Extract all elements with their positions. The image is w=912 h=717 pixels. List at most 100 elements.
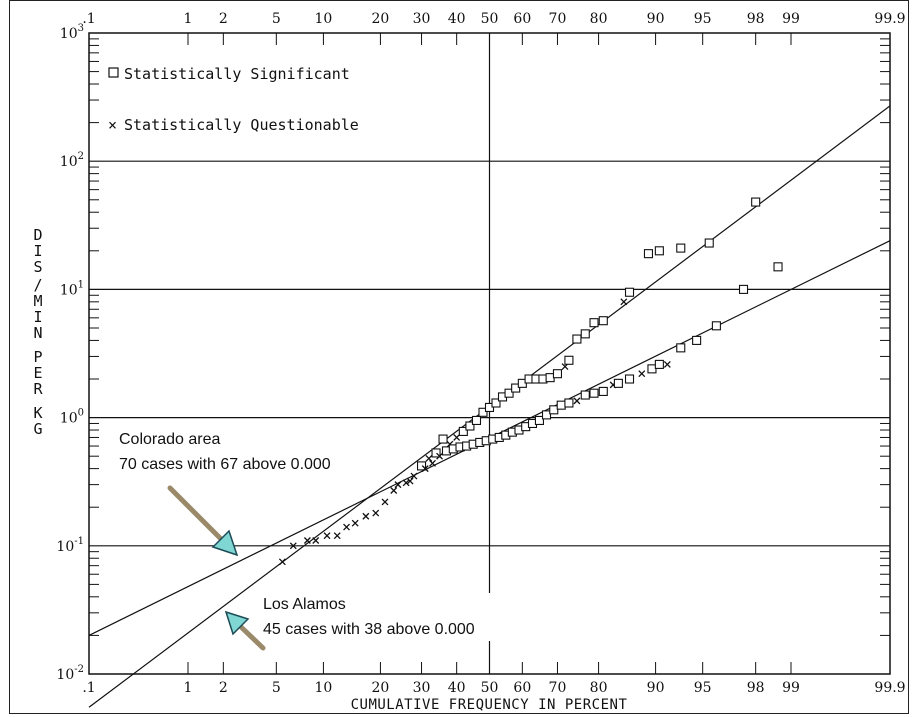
data-point-square	[491, 398, 501, 408]
data-point-square	[580, 390, 590, 400]
y-axis-title: D I S / M I N P E R K G	[33, 226, 43, 438]
annotation-colorado-bg	[114, 428, 396, 476]
x-tick-label-top: 70	[549, 11, 567, 27]
data-point-x	[343, 523, 351, 531]
data-point-x	[436, 452, 444, 460]
data-point-square	[751, 197, 761, 207]
x-tick-label-top: 10	[314, 11, 332, 27]
x-tick-label-bottom: 50	[481, 680, 499, 696]
data-point-x	[573, 397, 581, 405]
x-tick-label-top: 30	[413, 11, 431, 27]
data-point-square	[438, 434, 448, 444]
x-tick-label-top: 60	[513, 11, 531, 27]
data-point-square	[711, 321, 721, 331]
data-point-square	[598, 386, 608, 396]
data-point-square	[549, 405, 559, 415]
x-tick-label-bottom: 95	[694, 680, 712, 696]
x-tick-label-top: 5	[272, 11, 281, 27]
data-point-square	[552, 369, 563, 379]
x-tick-label-top: 1	[184, 11, 193, 27]
data-point-square	[643, 249, 654, 259]
data-point-square	[738, 284, 749, 294]
svg-text:G: G	[33, 420, 42, 438]
x-tick-label-bottom: 60	[513, 680, 531, 696]
data-point-x	[410, 472, 418, 480]
x-tick-label-top: 80	[590, 11, 608, 27]
x-tick-label-top: 95	[694, 11, 712, 27]
svg-text:I: I	[33, 242, 42, 260]
x-tick-label-top: 2	[219, 11, 228, 27]
data-point-square	[704, 238, 714, 248]
x-tick-label-top: 99.9	[874, 11, 905, 27]
data-point-x	[663, 360, 671, 368]
annotation-los-alamos: Los Alamos 45 cases with 38 above 0.000	[258, 593, 518, 641]
data-point-x	[323, 532, 331, 540]
x-tick-label-bottom: 30	[413, 680, 431, 696]
data-point-square	[676, 243, 686, 253]
data-point-x	[333, 532, 341, 540]
axis-ticks	[88, 33, 891, 674]
data-point-square	[504, 388, 514, 398]
x-tick-label-bottom: 90	[647, 680, 665, 696]
data-point-x	[453, 433, 461, 441]
x-tick-label-bottom: 2	[219, 680, 228, 696]
data-point-x	[394, 481, 402, 489]
x-tick-label-bottom: 99.9	[874, 680, 905, 696]
data-point-x	[351, 519, 359, 527]
data-point-x	[421, 465, 429, 473]
annotation-los-alamos-title: Los Alamos	[263, 596, 346, 613]
data-point-square	[647, 364, 657, 374]
legend-label-significant: Statistically Significant	[124, 65, 350, 83]
annotation-los-alamos-detail: 45 cases with 38 above 0.000	[263, 621, 475, 638]
x-tick-label-bottom: 40	[448, 680, 466, 696]
x-tick-label-bottom: 80	[590, 680, 608, 696]
data-point-square	[572, 334, 582, 344]
data-point-square	[580, 329, 590, 339]
y-tick-label: 102	[60, 151, 84, 170]
data-point-square	[541, 410, 552, 420]
x-tick-labels-bottom: .1 1 2 5 10 20 30 40 50 60 70 80 90 95 98 99 99.9	[82, 680, 905, 696]
data-point-x	[390, 487, 398, 494]
data-point-square	[589, 388, 599, 398]
svg-text:N: N	[33, 324, 42, 342]
x-tick-label-bottom: 20	[372, 680, 390, 696]
data-point-square	[692, 335, 702, 345]
data-point-x	[406, 477, 414, 485]
legend: Statistically Significant × Statisticall…	[108, 65, 359, 134]
data-point-square	[624, 374, 635, 384]
data-point-square	[589, 318, 599, 328]
data-point-x	[429, 459, 436, 467]
data-point-square	[624, 287, 635, 297]
x-tick-labels-top: .1 1 2 5 10 20 30 40 50 60 70 80 90 95 98 99 99.9	[82, 11, 905, 27]
x-tick-label-bottom: 10	[314, 680, 332, 696]
x-tick-label-bottom: 99	[782, 680, 800, 696]
data-point-x	[638, 370, 646, 378]
annotation-colorado-title: Colorado area	[119, 431, 221, 448]
data-point-square	[556, 400, 566, 410]
arrow-los-alamos	[224, 610, 266, 651]
x-tick-label-bottom: 98	[747, 680, 765, 696]
data-point-x	[303, 537, 311, 544]
svg-text:P: P	[33, 348, 42, 366]
y-tick-label: 10-1	[56, 536, 84, 555]
x-tick-label-top: 20	[372, 11, 390, 27]
x-tick-label-top: 90	[647, 11, 665, 27]
x-tick-label-bottom: .1	[82, 680, 95, 696]
data-point-square	[478, 407, 488, 417]
arrow-colorado	[167, 485, 239, 557]
y-tick-labels: 10-2 10-1 100 101 102 103	[56, 23, 84, 683]
data-point-square	[471, 415, 482, 426]
annotation-colorado-detail: 70 cases with 67 above 0.000	[119, 456, 331, 473]
data-points	[278, 197, 783, 566]
data-point-x	[362, 512, 370, 520]
data-point-square	[613, 378, 623, 388]
x-tick-label-top: .1	[82, 11, 95, 27]
x-tick-label-bottom: 70	[549, 680, 567, 696]
svg-text:E: E	[33, 364, 42, 382]
annotation-colorado: Colorado area 70 cases with 67 above 0.0…	[114, 428, 396, 476]
data-point-square	[511, 383, 521, 393]
x-tick-label-top: 50	[481, 11, 499, 27]
x-tick-label-top: 98	[747, 11, 765, 27]
y-tick-label: 101	[60, 279, 84, 298]
